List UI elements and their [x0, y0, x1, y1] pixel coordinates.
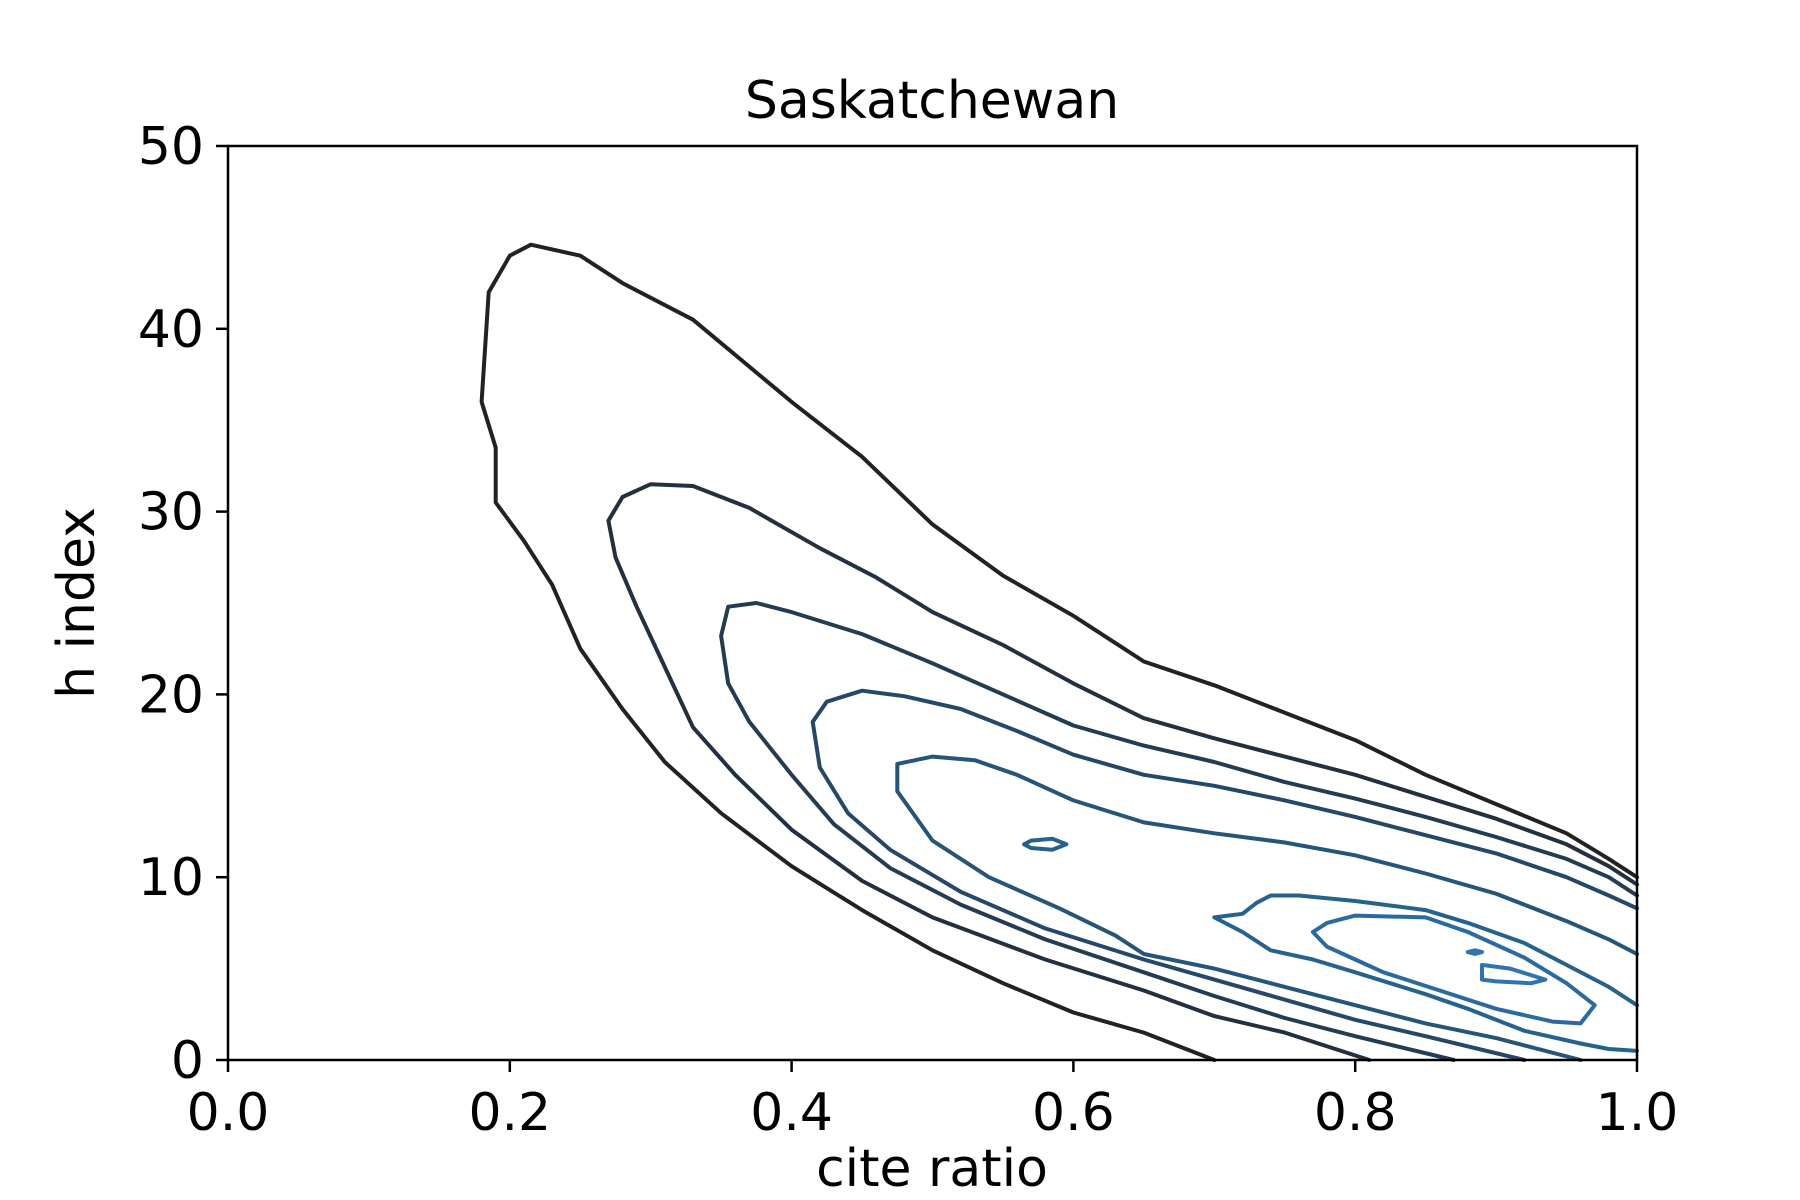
plot-frame	[226, 144, 1639, 1062]
y-tick-label: 40	[138, 300, 204, 360]
contour-lines	[479, 242, 1639, 1062]
y-axis-ticks: 0 10 20 30 40 50	[138, 117, 228, 1091]
contour-level-6-line-5	[1022, 836, 1069, 852]
y-tick-label: 0	[171, 1031, 204, 1091]
chart-title: Saskatchewan	[745, 71, 1119, 131]
contour-level-4-line-3	[810, 688, 1639, 1062]
y-tick-label: 20	[138, 665, 204, 725]
x-tick-label: 0.8	[1314, 1083, 1397, 1143]
contour-level-1-line-0	[479, 242, 1639, 1062]
x-axis-label: cite ratio	[816, 1139, 1048, 1199]
x-tick-label: 1.0	[1596, 1083, 1679, 1143]
x-tick-label: 0.4	[750, 1083, 833, 1143]
y-tick-label: 30	[138, 483, 204, 543]
x-tick-label: 0.2	[468, 1083, 551, 1143]
contour-level-8-line-9	[1480, 962, 1548, 986]
contour-level-2-line-1	[606, 482, 1639, 1062]
contour-level-6-line-6	[1212, 893, 1639, 1053]
y-tick-label: 50	[138, 117, 204, 177]
contour-level-8-line-8	[1465, 948, 1484, 956]
x-tick-label: 0.6	[1032, 1083, 1115, 1143]
contour-level-7-line-7	[1310, 913, 1597, 1026]
y-tick-label: 10	[138, 848, 204, 908]
y-axis-label: h index	[47, 507, 107, 699]
x-tick-label: 0.0	[187, 1083, 270, 1143]
x-axis-ticks: 0.0 0.2 0.4 0.6 0.8 1.0	[187, 1060, 1679, 1143]
contour-level-5-line-4	[895, 754, 1639, 1062]
contour-level-3-line-2	[719, 601, 1639, 1062]
